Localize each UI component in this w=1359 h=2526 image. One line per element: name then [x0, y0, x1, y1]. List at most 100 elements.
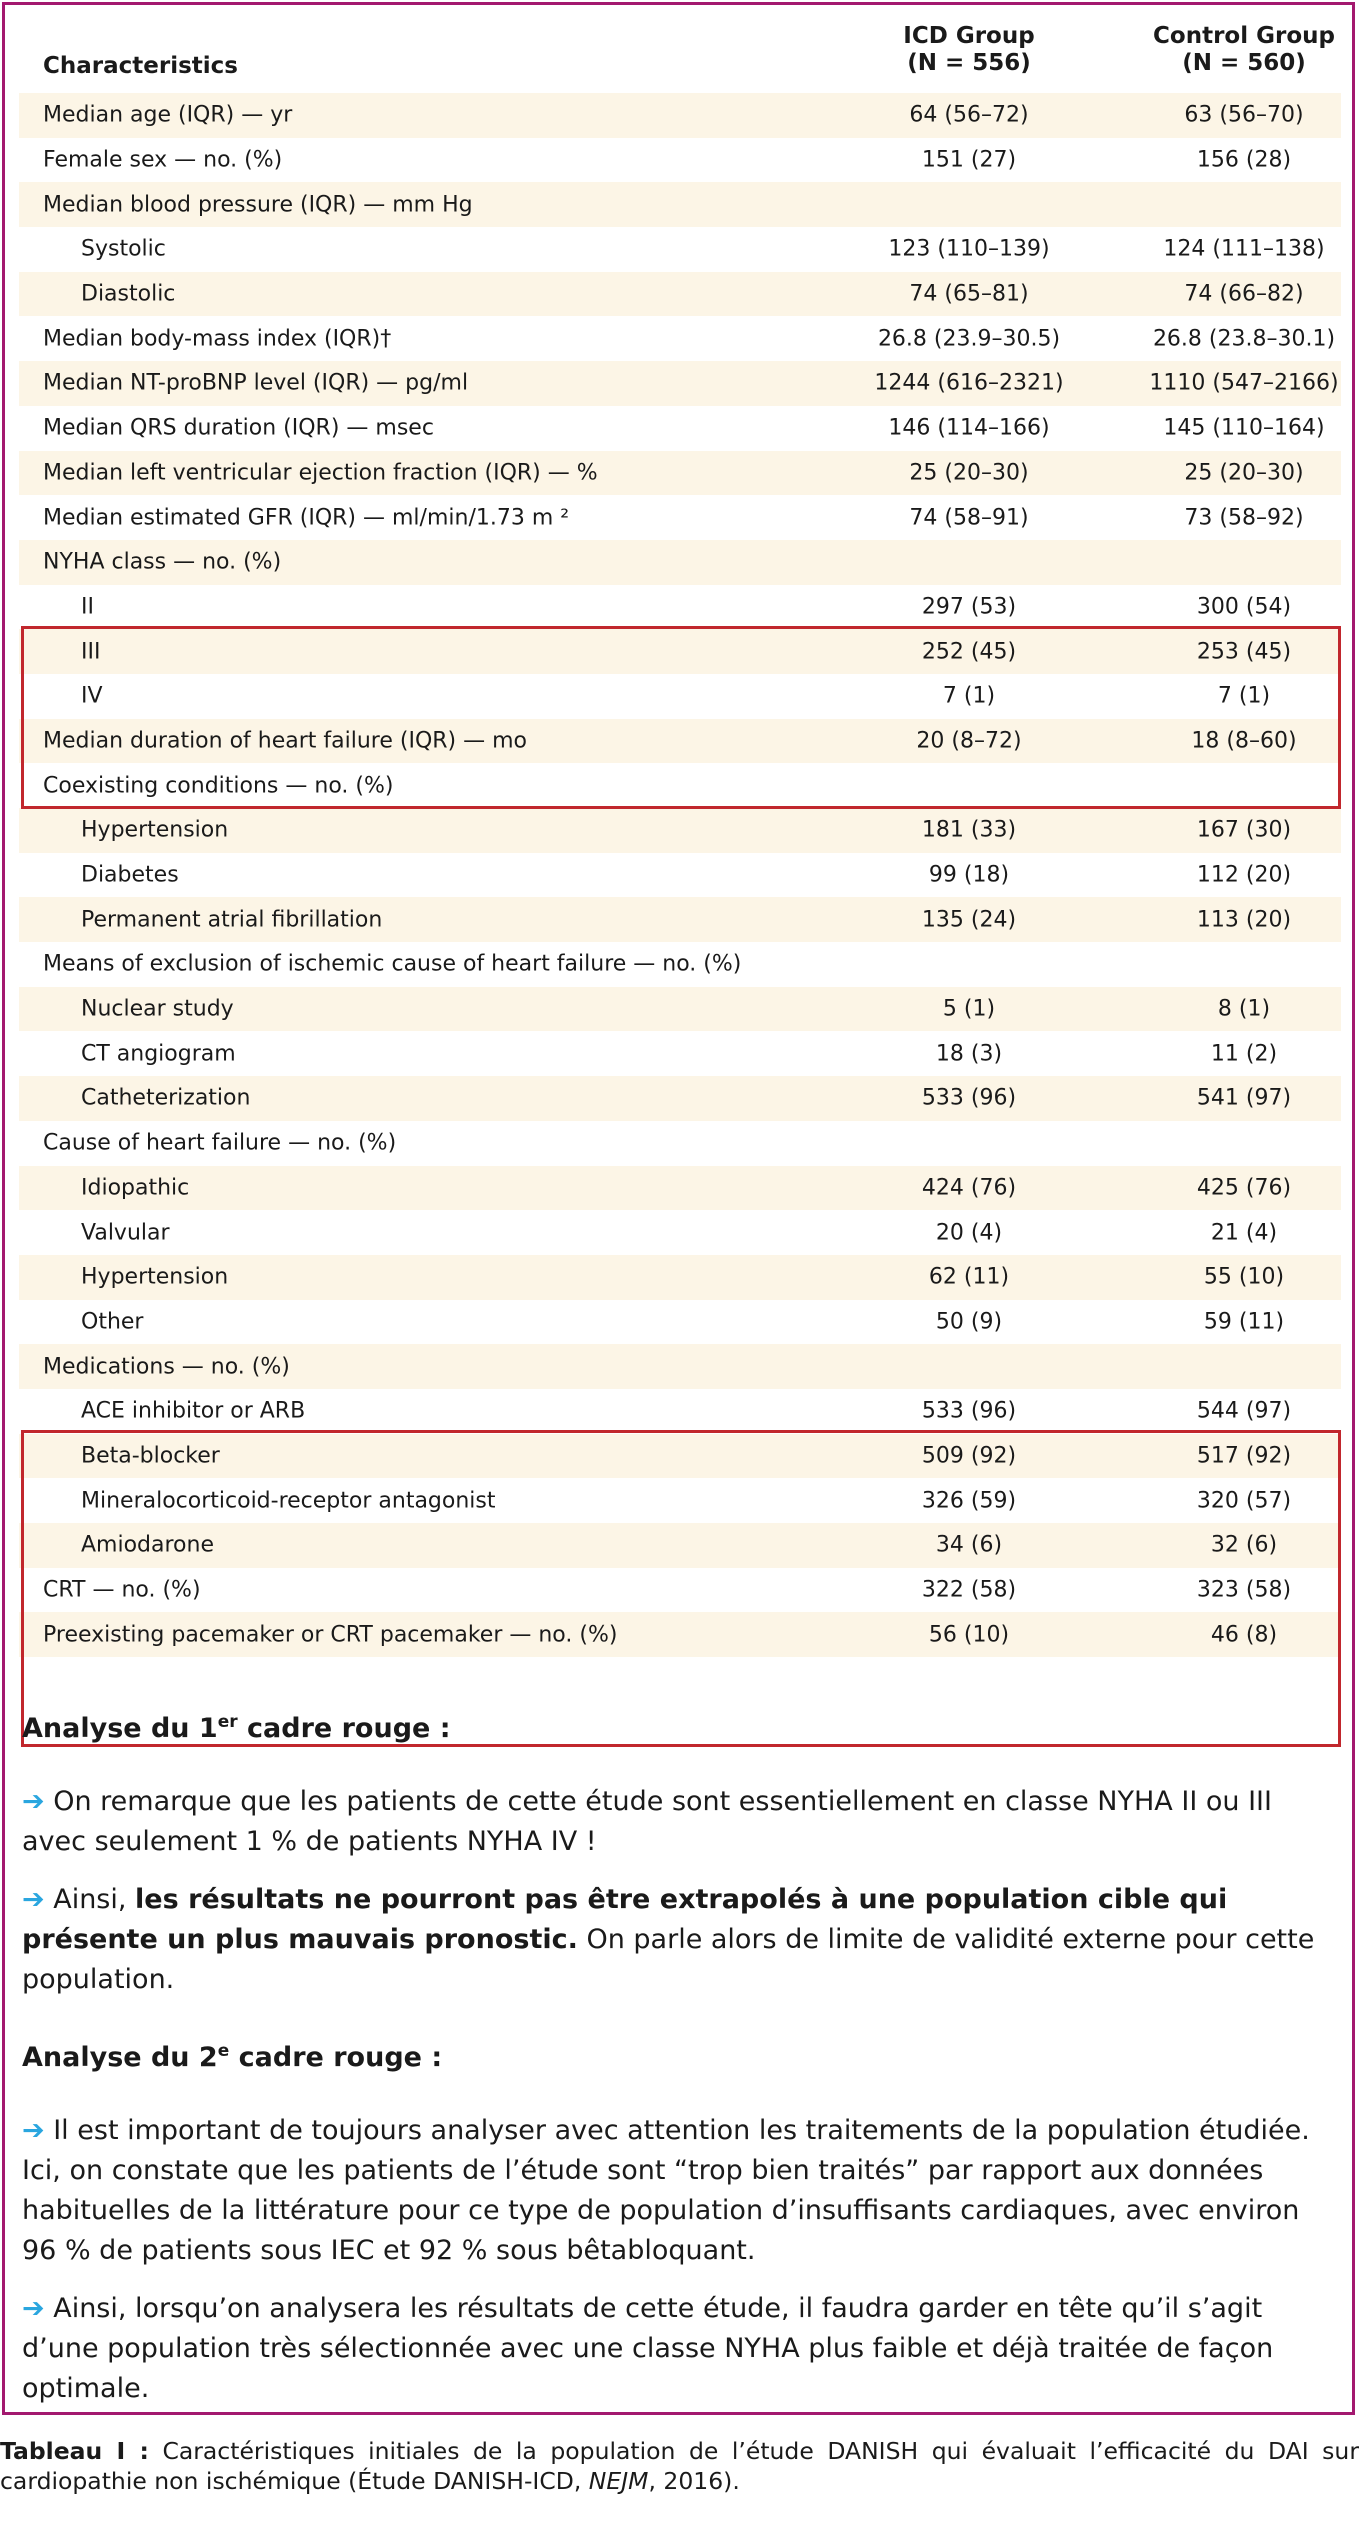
- analysis-1-paragraph-2-bold: les résultats ne pourront pas être extra…: [22, 1884, 1228, 1955]
- row-icd-value: 74 (58–91): [909, 505, 1029, 531]
- row-label: Diastolic: [81, 281, 176, 307]
- table-row: Medications — no. (%): [19, 1344, 1341, 1389]
- row-control-value: 113 (20): [1196, 907, 1292, 933]
- row-label: CRT — no. (%): [43, 1577, 201, 1603]
- table-row: Hypertension 62 (11) 55 (10): [19, 1254, 1341, 1300]
- row-control-value: 74 (66–82): [1184, 281, 1304, 307]
- table-row: Nuclear study 5 (1) 8 (1): [19, 986, 1341, 1032]
- arrow-icon: ➔: [22, 2293, 45, 2324]
- row-label: Permanent atrial fibrillation: [81, 907, 383, 933]
- row-label: Coexisting conditions — no. (%): [43, 773, 394, 799]
- row-icd-value: 62 (11): [928, 1264, 1010, 1290]
- table-row: CRT — no. (%) 322 (58) 323 (58): [19, 1568, 1341, 1613]
- row-label: Hypertension: [81, 1264, 229, 1290]
- table-row: III 252 (45) 253 (45): [19, 629, 1341, 674]
- row-icd-value: 18 (3): [935, 1041, 1003, 1067]
- analysis-2-heading: Analyse du 2e cadre rouge :: [22, 2034, 1342, 2075]
- row-label: Idiopathic: [81, 1175, 190, 1201]
- row-icd-value: 135 (24): [921, 907, 1017, 933]
- table-row: Median NT-proBNP level (IQR) — pg/ml 1244…: [19, 361, 1341, 406]
- header-control-title: Control Group: [1153, 23, 1335, 49]
- row-icd-value: 20 (4): [935, 1220, 1003, 1246]
- row-control-value: 323 (58): [1196, 1577, 1292, 1603]
- row-label: Median blood pressure (IQR) — mm Hg: [43, 192, 473, 218]
- row-control-value: 124 (111–138): [1163, 236, 1325, 262]
- row-control-value: 8 (1): [1217, 996, 1271, 1022]
- table-row: Coexisting conditions — no. (%): [19, 763, 1341, 808]
- row-control-value: 541 (97): [1196, 1085, 1292, 1111]
- row-label: II: [81, 594, 94, 620]
- analysis-2-heading-sup: e: [217, 2041, 230, 2061]
- row-icd-value: 64 (56–72): [909, 102, 1029, 128]
- table-row: IV 7 (1) 7 (1): [19, 674, 1341, 719]
- analysis-1-paragraph-2-lead: Ainsi,: [53, 1884, 136, 1915]
- table-row: Valvular 20 (4) 21 (4): [19, 1210, 1341, 1255]
- row-control-value: 7 (1): [1217, 683, 1271, 709]
- row-icd-value: 74 (65–81): [909, 281, 1029, 307]
- row-label: Hypertension: [81, 817, 229, 843]
- table-row: Median blood pressure (IQR) — mm Hg: [19, 182, 1341, 228]
- row-label: CT angiogram: [81, 1041, 236, 1067]
- table-row: Permanent atrial fibrillation 135 (24) 113…: [19, 897, 1341, 943]
- row-control-value: 55 (10): [1203, 1264, 1285, 1290]
- row-control-value: 300 (54): [1196, 594, 1292, 620]
- analysis-2-heading-text: Analyse du 2: [22, 2042, 218, 2073]
- row-icd-value: 181 (33): [921, 817, 1017, 843]
- row-label: Diabetes: [81, 862, 179, 888]
- row-label: Nuclear study: [81, 996, 234, 1022]
- row-icd-value: 20 (8–72): [916, 728, 1022, 754]
- analysis-1-paragraph-1-text: On remarque que les patients de cette ét…: [22, 1786, 1272, 1857]
- analysis-2-heading-suffix: cadre rouge :: [229, 2042, 443, 2073]
- table-row: Means of exclusion of ischemic cause of …: [19, 942, 1341, 987]
- analysis-1-heading-sup: er: [217, 1712, 238, 1732]
- row-control-value: 156 (28): [1196, 147, 1292, 173]
- row-label: Cause of heart failure — no. (%): [43, 1130, 397, 1156]
- row-label: Median left ventricular ejection fractio…: [43, 460, 598, 486]
- table-row: Amiodarone 34 (6) 32 (6): [19, 1523, 1341, 1568]
- row-label: Median QRS duration (IQR) — msec: [43, 415, 434, 441]
- arrow-icon: ➔: [22, 2115, 45, 2146]
- table-row: Diabetes 99 (18) 112 (20): [19, 853, 1341, 898]
- header-characteristics: Characteristics: [43, 53, 238, 79]
- row-label: IV: [81, 683, 103, 709]
- row-icd-value: 533 (96): [921, 1085, 1017, 1111]
- document-frame: Characteristics ICD Group (N = 556) Cont…: [2, 2, 1355, 2415]
- row-control-value: 145 (110–164): [1163, 415, 1325, 441]
- row-icd-value: 146 (114–166): [888, 415, 1050, 441]
- table-row: CT angiogram 18 (3) 11 (2): [19, 1031, 1341, 1076]
- row-control-value: 73 (58–92): [1184, 505, 1304, 531]
- table-row: Preexisting pacemaker or CRT pacemaker —…: [19, 1612, 1341, 1658]
- table-row: Systolic 123 (110–139) 124 (111–138): [19, 227, 1341, 272]
- row-icd-value: 533 (96): [921, 1398, 1017, 1424]
- table-row: ACE inhibitor or ARB 533 (96) 544 (97): [19, 1389, 1341, 1434]
- row-control-value: 167 (30): [1196, 817, 1292, 843]
- row-label: III: [81, 639, 101, 665]
- row-label: NYHA class — no. (%): [43, 549, 282, 575]
- header-icd-title: ICD Group: [903, 23, 1035, 49]
- row-icd-value: 99 (18): [928, 862, 1010, 888]
- table-row: Beta-blocker 509 (92) 517 (92): [19, 1433, 1341, 1479]
- analysis-2-paragraph-2-text: Ainsi, lorsqu’on analysera les résultats…: [22, 2293, 1274, 2404]
- row-icd-value: 424 (76): [921, 1175, 1017, 1201]
- row-control-value: 112 (20): [1196, 862, 1292, 888]
- row-label: Valvular: [81, 1220, 170, 1246]
- table-row: Mineralocorticoid-receptor antagonist 326…: [19, 1478, 1341, 1523]
- row-label: Female sex — no. (%): [43, 147, 283, 173]
- row-icd-value: 7 (1): [942, 683, 996, 709]
- header-icd-n: (N = 556): [907, 50, 1031, 76]
- row-control-value: 46 (8): [1210, 1622, 1278, 1648]
- row-icd-value: 25 (20–30): [909, 460, 1029, 486]
- caption-tail: , 2016).: [648, 2467, 740, 2495]
- analysis-1-paragraph-1: ➔ On remarque que les patients de cette …: [22, 1782, 1342, 1862]
- caption-journal: NEJM: [588, 2467, 649, 2495]
- caption-text: Caractéristiques initiales de la populat…: [0, 2437, 1359, 2495]
- caption-label: Tableau I :: [0, 2437, 149, 2465]
- row-control-value: 425 (76): [1196, 1175, 1292, 1201]
- row-control-value: 32 (6): [1210, 1532, 1278, 1558]
- characteristics-table: Characteristics ICD Group (N = 556) Cont…: [19, 5, 1341, 1747]
- row-control-value: 517 (92): [1196, 1443, 1292, 1469]
- table-row: Catheterization 533 (96) 541 (97): [19, 1076, 1341, 1121]
- row-control-value: 18 (8–60): [1191, 728, 1297, 754]
- table-body: Median age (IQR) — yr 64 (56–72) 63 (56–70…: [19, 93, 1341, 1658]
- analysis-1-heading-text: Analyse du 1: [22, 1713, 218, 1744]
